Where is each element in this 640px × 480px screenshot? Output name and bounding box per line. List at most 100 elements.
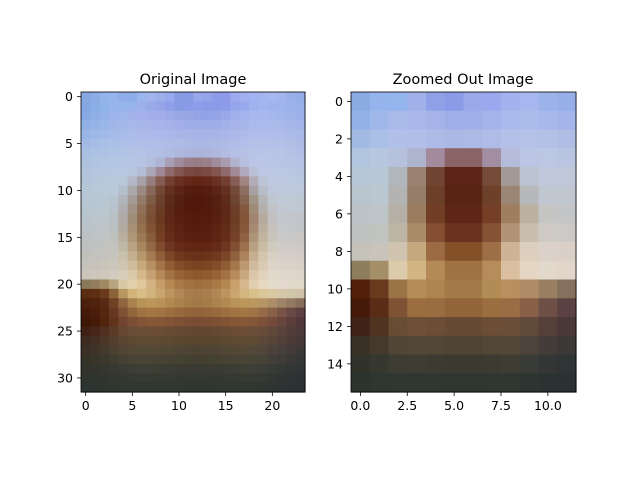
original-pixel: [81, 157, 91, 168]
original-pixel: [286, 373, 297, 384]
original-pixel: [90, 101, 101, 112]
original-pixel: [295, 213, 306, 224]
original-pixel: [118, 288, 129, 299]
original-pixel: [81, 110, 91, 121]
original-pixel: [277, 363, 287, 374]
original-pixel: [202, 373, 213, 384]
original-pixel: [99, 363, 110, 374]
original-pixel: [295, 204, 306, 215]
zoomed-pixel: [482, 279, 502, 299]
original-pixel: [118, 223, 129, 234]
zoomed-pixel: [369, 204, 390, 224]
original-pixel: [109, 260, 119, 271]
original-x-tick-label: 5: [128, 398, 136, 413]
original-pixel: [165, 335, 175, 346]
original-pixel: [155, 298, 166, 309]
original-pixel: [202, 138, 213, 149]
zoomed-pixel: [426, 335, 446, 356]
original-pixel: [202, 279, 213, 290]
zoomed-pixel: [482, 92, 502, 112]
original-pixel: [267, 157, 278, 168]
original-pixel: [165, 382, 175, 393]
original-pixel: [258, 363, 269, 374]
original-pixel: [221, 373, 231, 384]
original-pixel: [146, 232, 157, 243]
zoomed-pixel: [351, 204, 371, 224]
original-pixel: [295, 223, 306, 234]
original-pixel: [81, 317, 91, 327]
zoomed-pixel: [463, 298, 483, 318]
original-pixel: [239, 326, 250, 337]
original-pixel: [286, 92, 297, 102]
original-pixel: [286, 354, 297, 365]
original-pixel: [137, 120, 147, 131]
original-pixel: [249, 176, 259, 187]
original-pixel: [137, 279, 147, 290]
original-pixel: [221, 251, 231, 262]
zoomed-pixel: [482, 373, 502, 393]
zoomed-pixel: [369, 92, 390, 112]
original-pixel: [277, 373, 287, 384]
zoomed-pixel: [482, 148, 502, 168]
original-pixel: [258, 382, 269, 393]
original-pixel: [146, 335, 157, 346]
original-pixel: [146, 176, 157, 187]
original-pixel: [165, 157, 175, 168]
zoomed-pixel: [369, 279, 390, 299]
original-pixel: [81, 326, 91, 337]
original-pixel: [183, 251, 194, 262]
original-pixel: [99, 354, 110, 365]
original-pixel: [137, 213, 147, 224]
zoomed-pixel: [388, 185, 408, 206]
original-pixel: [267, 354, 278, 365]
original-pixel: [230, 363, 241, 374]
zoomed-pixel: [538, 335, 558, 356]
original-pixel: [127, 354, 138, 365]
original-pixel: [258, 288, 269, 299]
original-pixel: [90, 260, 101, 271]
original-pixel: [239, 363, 250, 374]
original-pixel: [127, 101, 138, 112]
original-pixel: [202, 326, 213, 337]
original-pixel: [90, 317, 101, 327]
zoomed-pixel: [482, 185, 502, 206]
original-pixel: [137, 307, 147, 318]
original-pixel: [118, 138, 129, 149]
original-pixel: [295, 195, 306, 206]
zoomed-pixel: [351, 148, 371, 168]
original-pixel: [286, 185, 297, 196]
original-pixel: [286, 326, 297, 337]
original-pixel: [230, 167, 241, 177]
original-y-tick-label: 15: [57, 230, 73, 245]
zoomed-pixel: [369, 242, 390, 262]
original-pixel: [202, 195, 213, 206]
original-pixel: [221, 195, 231, 206]
original-pixel: [146, 195, 157, 206]
original-pixel: [81, 185, 91, 196]
zoomed-y-tick-label: 8: [335, 244, 343, 259]
original-pixel: [165, 195, 175, 206]
original-pixel: [174, 251, 185, 262]
original-pixel: [183, 363, 194, 374]
original-pixel: [155, 307, 166, 318]
original-pixel: [137, 242, 147, 252]
original-pixel: [165, 345, 175, 356]
original-pixel: [230, 110, 241, 121]
zoomed-y-tick-label: 0: [335, 94, 343, 109]
original-pixel: [295, 363, 306, 374]
zoomed-pixel: [501, 92, 521, 112]
zoomed-pixel: [444, 317, 465, 337]
original-pixel: [109, 195, 119, 206]
zoomed-pixel: [482, 242, 502, 262]
original-pixel: [277, 195, 287, 206]
zoomed-pixel: [463, 317, 483, 337]
original-pixel: [277, 223, 287, 234]
original-pixel: [81, 345, 91, 356]
original-pixel: [99, 251, 110, 262]
original-pixel: [118, 204, 129, 215]
original-pixel: [155, 167, 166, 177]
original-pixel: [202, 129, 213, 140]
zoomed-pixel: [538, 204, 558, 224]
original-pixel: [258, 317, 269, 327]
original-y-tick-label: 5: [65, 136, 73, 151]
